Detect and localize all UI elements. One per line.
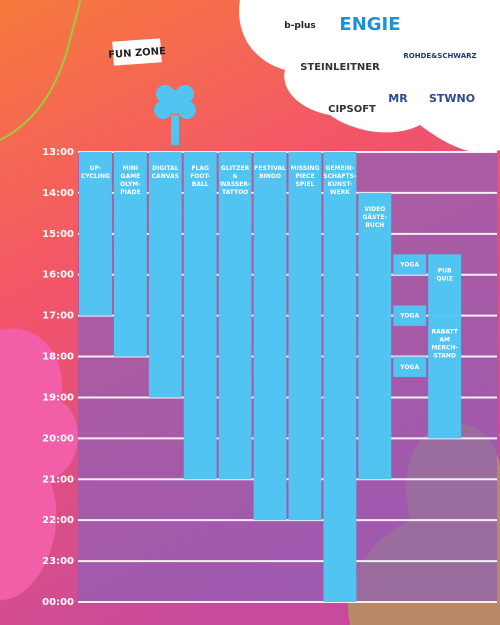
event-label: CANVAS (152, 173, 179, 180)
event-label: GEMEIN- (325, 165, 354, 172)
event-bar (393, 305, 427, 326)
y-tick-label: 22:00 (42, 515, 74, 526)
event-label: FLAG (191, 165, 209, 172)
event-label: TATTOO (222, 189, 248, 196)
y-tick-label: 15:00 (42, 229, 74, 240)
event-label: SPIEL (296, 181, 315, 188)
y-tick-label: 23:00 (42, 556, 74, 567)
y-tick-label: 17:00 (42, 311, 74, 322)
event-label: GÄSTE- (363, 214, 388, 221)
title-box (112, 38, 162, 66)
curve (0, 0, 81, 141)
event-bar (323, 152, 357, 602)
logo: ROHDE&SCHWARZ (403, 52, 476, 60)
y-tick-label: 14:00 (42, 188, 74, 199)
event-label: VIDEO (364, 206, 385, 213)
event-bar (358, 192, 392, 480)
event-label: BALL (192, 181, 209, 188)
y-tick-label: 18:00 (42, 352, 74, 363)
y-tick-label: 16:00 (42, 270, 74, 281)
event-label: MERCH- (431, 345, 458, 352)
event-bar (79, 152, 112, 316)
event-label: OLYM- (120, 181, 141, 188)
event-label: CYCLING (81, 173, 110, 180)
cloud (239, 0, 500, 153)
y-tick-label: 13:00 (42, 147, 74, 158)
event-bar (428, 315, 462, 439)
logo: STEINLEITNER (300, 62, 380, 73)
event-label: PUB (438, 267, 452, 274)
y-tick-label: 20:00 (42, 433, 74, 444)
title: FUN ZONE (108, 46, 167, 61)
event-bar (183, 152, 217, 480)
event-label: STAND (433, 353, 456, 360)
logo: b-plus (284, 21, 315, 31)
y-tick-label: 19:00 (42, 392, 74, 403)
event-label: WASSER- (220, 181, 251, 188)
event-label: YOGA (399, 262, 419, 269)
event-label: & (233, 173, 238, 180)
event-bar (148, 152, 182, 398)
event-bar (253, 152, 287, 521)
event-label: GLITZER (221, 165, 250, 172)
event-label: DIGITAL (152, 165, 179, 172)
event-bar (113, 152, 147, 357)
event-bar (218, 152, 252, 480)
logo: CIPSOFT (328, 104, 376, 115)
grid-panel (78, 152, 497, 602)
event-label: PIECE (295, 173, 314, 180)
event-label: QUIZ (436, 275, 453, 282)
event-label: UP- (90, 165, 102, 172)
event-label: YOGA (399, 364, 419, 371)
event-label: YOGA (399, 313, 419, 320)
event-label: BUCH (365, 222, 384, 229)
event-label: FESTIVAL (254, 165, 286, 172)
event-label: KUNST- (328, 181, 353, 188)
event-label: FOOT- (190, 173, 211, 180)
event-bar (393, 356, 427, 377)
event-label: GAME (121, 173, 141, 180)
event-bar (393, 254, 427, 275)
y-tick-label: 21:00 (42, 474, 74, 485)
y-tick-label: 00:00 (42, 597, 74, 608)
event-label: BINGO (259, 173, 281, 180)
event-label: RABATT (431, 329, 458, 336)
event-bar (428, 254, 462, 316)
logo: ENGIE (339, 14, 400, 35)
mascot (154, 85, 196, 145)
event-label: AM (439, 337, 450, 344)
blob (0, 328, 79, 600)
logo: MR (388, 92, 408, 105)
event-bar (288, 152, 322, 521)
event-label: MINI (123, 165, 138, 172)
event-label: MISSING (291, 165, 320, 172)
event-label: WERK (330, 189, 350, 196)
event-label: SCHAFTS- (323, 173, 357, 180)
logo: STWNO (429, 92, 475, 105)
event-label: PIADE (120, 189, 140, 196)
